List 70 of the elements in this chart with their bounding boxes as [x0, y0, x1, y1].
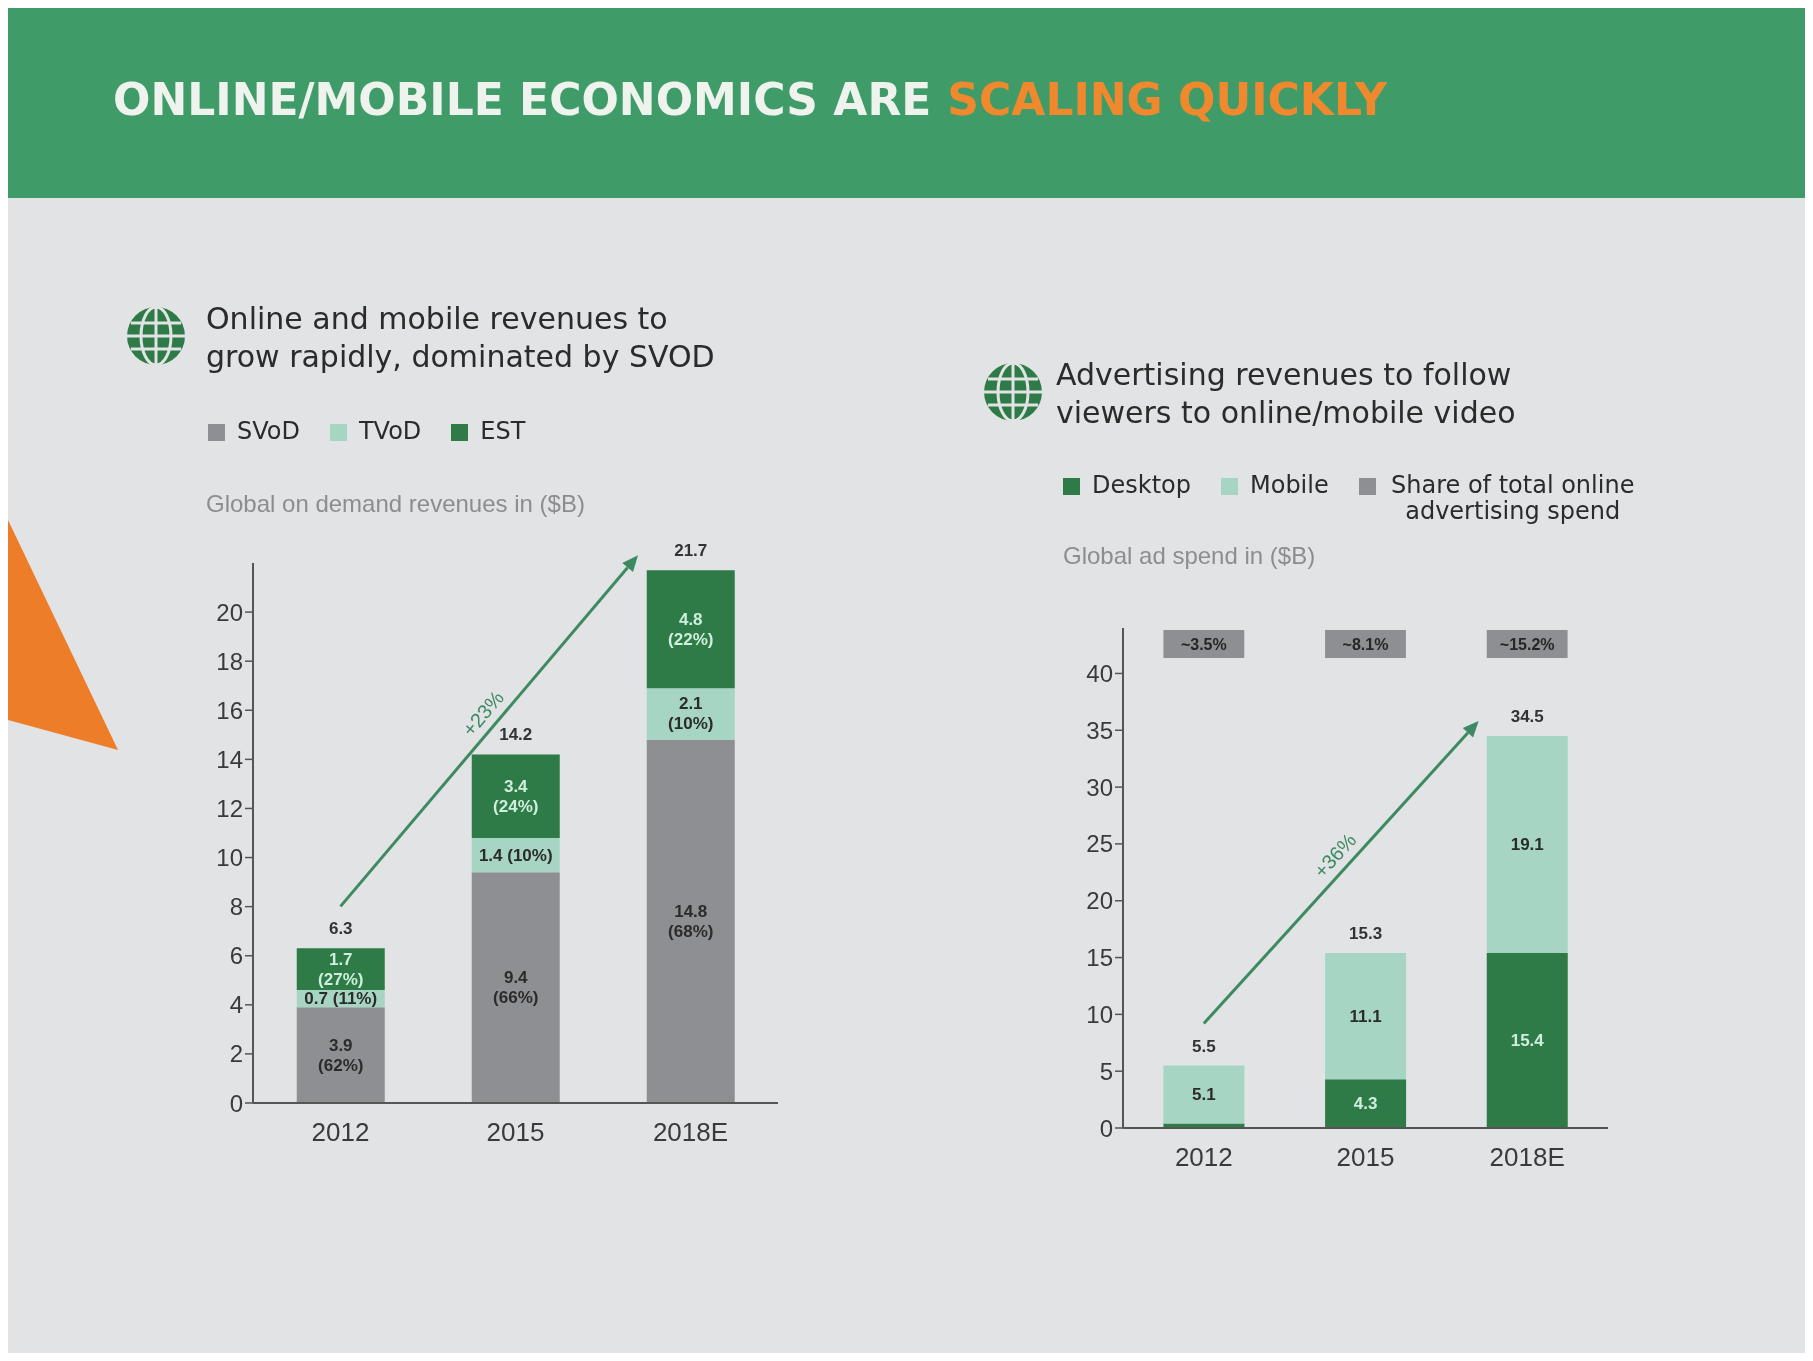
data-label: 5.1 [1192, 1084, 1216, 1104]
bar [1163, 1065, 1245, 1124]
data-label: 4.8 (22%) [668, 609, 714, 649]
y-tick-label: 20 [1086, 887, 1113, 915]
x-tick-label: 2012 [311, 1117, 370, 1148]
bar [1486, 953, 1568, 1128]
data-label: 1.7 (27%) [318, 949, 364, 989]
y-tick-label: 10 [216, 844, 243, 872]
data-label: 9.4 (66%) [493, 968, 539, 1008]
bar [471, 872, 560, 1103]
y-tick-label: 35 [1086, 716, 1113, 744]
y-tick-label: 0 [229, 1089, 243, 1117]
y-tick-label: 18 [216, 647, 243, 675]
total-label: 6.3 [328, 919, 353, 939]
y-axis-title: Global on demand revenues in ($B) [206, 490, 585, 518]
bar [1325, 1079, 1407, 1128]
data-label: 1.4 (10%) [478, 845, 553, 865]
total-label: 15.3 [1349, 924, 1383, 943]
y-tick-label: 14 [216, 745, 243, 773]
text: ONLINE/MOBILE ECONOMICS ARE [113, 74, 932, 125]
legend-label: SVoD [237, 417, 300, 445]
x-tick-label: 2018E [1489, 1142, 1565, 1173]
y-tick-label: 5 [1099, 1057, 1113, 1085]
y-tick-label: 20 [216, 598, 243, 626]
total-label: 5.5 [1192, 1036, 1216, 1056]
bar [646, 570, 735, 689]
y-tick-label: 40 [1086, 659, 1113, 687]
bar [296, 1007, 385, 1103]
annotation: ~8.1% [1342, 635, 1389, 653]
annotation: ~15.2% [1499, 635, 1555, 653]
x-tick-label: 2015 [1336, 1142, 1395, 1173]
y-tick-label: 30 [1086, 773, 1113, 801]
bar [646, 739, 735, 1103]
y-tick-label: 0 [1099, 1114, 1113, 1142]
legend-label: Desktop [1092, 471, 1191, 499]
y-tick-label: 8 [229, 893, 243, 921]
data-label: 14.8 (68%) [668, 901, 714, 941]
y-tick-label: 2 [229, 1040, 243, 1068]
y-tick-label: 12 [216, 794, 243, 822]
data-label: 4.3 [1353, 1094, 1378, 1114]
annotation: ~3.5% [1180, 635, 1227, 653]
y-tick-label: 4 [229, 991, 243, 1019]
chart-title: Advertising revenues to follow viewers to online/mobile video [1056, 356, 1517, 431]
total-label: 34.5 [1510, 706, 1544, 726]
y-tick-label: 10 [1086, 1000, 1113, 1028]
bar [471, 754, 560, 838]
total-label: 21.7 [674, 541, 708, 561]
y-tick-label: 25 [1086, 830, 1113, 858]
y-axis-title: Global ad spend in ($B) [1063, 542, 1316, 570]
data-label: 3.4 (24%) [493, 776, 539, 816]
bar [1325, 953, 1407, 1080]
data-label: 11.1 [1349, 1006, 1382, 1026]
text: SCALING QUICKLY [947, 74, 1387, 125]
legend-label: Share of total online advertising spend [1390, 471, 1636, 526]
y-tick-label: 16 [216, 696, 243, 724]
legend-label: EST [480, 417, 526, 445]
y-tick-label: 15 [1086, 944, 1113, 972]
data-label: 2.1 (10%) [668, 694, 714, 734]
y-tick-label: 6 [229, 942, 243, 970]
x-tick-label: 2015 [486, 1117, 545, 1148]
x-tick-label: 2018E [652, 1117, 729, 1148]
x-tick-label: 2012 [1174, 1142, 1233, 1173]
legend-label: Mobile [1249, 471, 1329, 499]
data-label: 19.1 [1510, 834, 1544, 854]
bar [1486, 735, 1568, 953]
legend-label: TVoD [358, 417, 422, 445]
data-label: 3.9 (62%) [318, 1035, 364, 1075]
data-label: 15.4 [1510, 1031, 1545, 1050]
data-label: 0.7 (11%) [304, 989, 378, 1009]
chart-title: Online and mobile revenues to grow rapidly, dominated by SVOD [206, 300, 716, 375]
